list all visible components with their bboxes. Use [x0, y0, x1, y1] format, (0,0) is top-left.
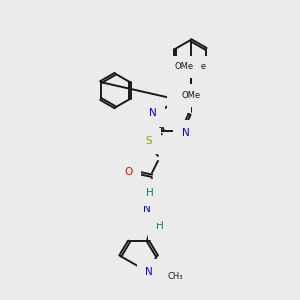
Text: N: N [145, 267, 153, 277]
Text: N: N [182, 128, 190, 138]
Text: CH₃: CH₃ [167, 272, 182, 281]
Text: OMe: OMe [181, 91, 200, 100]
Text: H: H [156, 221, 164, 231]
Text: O: O [124, 167, 132, 177]
Text: S: S [146, 136, 152, 146]
Text: N: N [175, 94, 183, 104]
Text: H: H [146, 188, 154, 198]
Text: N: N [149, 108, 157, 118]
Text: OMe: OMe [188, 62, 206, 71]
Text: N: N [143, 204, 151, 214]
Text: N: N [137, 188, 145, 198]
Text: OMe: OMe [175, 62, 194, 71]
